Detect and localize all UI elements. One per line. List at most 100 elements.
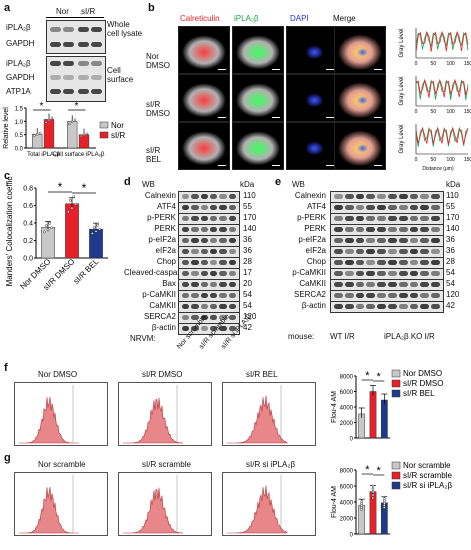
data-point bbox=[50, 226, 53, 229]
col-merge: Merge bbox=[333, 14, 356, 23]
band bbox=[388, 260, 397, 265]
gray-x-tick: 150 bbox=[464, 157, 471, 163]
band bbox=[388, 271, 397, 276]
panel-f-letter: f bbox=[4, 362, 8, 374]
gray-level-plots: Gray Level 0 50 100 150 Gray Level 0 50 100 150 Gr… bbox=[399, 28, 471, 172]
band bbox=[200, 249, 208, 254]
band bbox=[344, 293, 354, 298]
band bbox=[398, 271, 408, 276]
kda-value: 42 bbox=[243, 323, 252, 332]
protein-label: eIF2a bbox=[305, 246, 326, 255]
band bbox=[210, 238, 218, 243]
protein-label: PERK bbox=[154, 224, 176, 233]
chart-a: 0.0 0.5 1.0 1.5 Relative level Total iPLA₂β * C… bbox=[3, 101, 125, 158]
band bbox=[334, 249, 343, 254]
legend-label: Nor scramble bbox=[403, 461, 451, 470]
band bbox=[388, 227, 397, 232]
band bbox=[398, 249, 408, 254]
band bbox=[377, 216, 386, 221]
flow-title-0: Nor DMSO bbox=[38, 370, 78, 379]
band bbox=[182, 282, 190, 287]
kda-value: 54 bbox=[243, 301, 252, 310]
data-point bbox=[50, 116, 54, 119]
band bbox=[366, 260, 376, 265]
band bbox=[200, 271, 208, 276]
band bbox=[388, 205, 397, 210]
gray-x-tick: 150 bbox=[464, 109, 471, 115]
scale-bar bbox=[326, 165, 334, 166]
band bbox=[210, 326, 218, 331]
micrograph-0-0 bbox=[178, 26, 230, 74]
band bbox=[409, 205, 419, 210]
band bbox=[334, 293, 343, 298]
band bbox=[219, 194, 227, 199]
y-axis-label: Relative level bbox=[3, 107, 10, 149]
kda-value: 36 bbox=[243, 235, 252, 244]
data-point bbox=[92, 226, 96, 229]
data-point bbox=[382, 499, 386, 503]
scale-bar bbox=[374, 117, 382, 118]
flow-title-1: sI/R DMSO bbox=[142, 370, 183, 379]
gray-y-label: Gray Level bbox=[399, 28, 405, 57]
data-point bbox=[38, 132, 42, 135]
band bbox=[377, 304, 386, 309]
scale-bar bbox=[374, 165, 382, 166]
protein-label: Calnexin bbox=[144, 191, 176, 200]
band bbox=[377, 271, 386, 276]
data-point bbox=[371, 493, 375, 497]
gray-line-ipla bbox=[415, 126, 469, 147]
y-tick-label: 1.0 bbox=[15, 120, 24, 126]
kda-value: 110 bbox=[446, 191, 459, 200]
legend-swatch bbox=[391, 471, 401, 480]
protein-label: SERCA2 bbox=[293, 290, 326, 299]
gray-x-tick: 0 bbox=[415, 109, 418, 115]
band bbox=[219, 326, 227, 331]
band bbox=[355, 238, 365, 243]
gray-x-tick: 150 bbox=[464, 61, 471, 67]
band bbox=[200, 315, 208, 320]
band bbox=[228, 238, 236, 243]
band bbox=[355, 271, 365, 276]
band bbox=[210, 282, 218, 287]
protein-label: CaMKII bbox=[149, 301, 176, 310]
flow-title-2: sI/R si iPLA₂β bbox=[246, 460, 296, 469]
histogram-shape bbox=[19, 486, 79, 534]
band bbox=[420, 249, 430, 254]
band bbox=[344, 227, 354, 232]
band bbox=[377, 293, 386, 298]
gray-x-tick: 100 bbox=[446, 157, 455, 163]
micrograph-2-3 bbox=[334, 122, 386, 170]
bar bbox=[369, 391, 377, 439]
flow-histogram bbox=[19, 385, 79, 444]
flow-plot-1 bbox=[118, 472, 212, 536]
legend-label: sI/R bbox=[111, 131, 125, 140]
y-tick-label: 6000 bbox=[340, 390, 354, 396]
band bbox=[191, 216, 199, 221]
y-tick-label: 8000 bbox=[340, 469, 354, 475]
kda-value: 170 bbox=[243, 213, 257, 222]
gray-x-tick: 50 bbox=[431, 157, 437, 163]
protein-label: Bax bbox=[162, 279, 176, 288]
gray-x-tick: 100 bbox=[446, 109, 455, 115]
kda-value: 36 bbox=[243, 246, 252, 255]
histogram-shape bbox=[123, 397, 184, 444]
data-point bbox=[67, 210, 70, 214]
band bbox=[334, 216, 343, 221]
gray-x-tick: 50 bbox=[431, 109, 437, 115]
band bbox=[409, 227, 419, 232]
y-tick-label: 8000 bbox=[340, 375, 354, 381]
band bbox=[377, 260, 386, 265]
band bbox=[334, 260, 343, 265]
band bbox=[182, 205, 190, 210]
band bbox=[182, 293, 190, 298]
panel-b-letter: b bbox=[148, 2, 155, 14]
legend-label: Nor bbox=[111, 121, 124, 130]
band bbox=[334, 282, 343, 287]
blot-cell-surface bbox=[46, 56, 106, 102]
y-tick-label: 0.2 bbox=[23, 238, 33, 245]
y-axis-label: Flou-4 AM bbox=[331, 391, 338, 423]
data-point bbox=[371, 484, 375, 488]
data-point bbox=[43, 230, 46, 234]
blot-strip bbox=[178, 323, 240, 335]
band bbox=[182, 326, 190, 331]
